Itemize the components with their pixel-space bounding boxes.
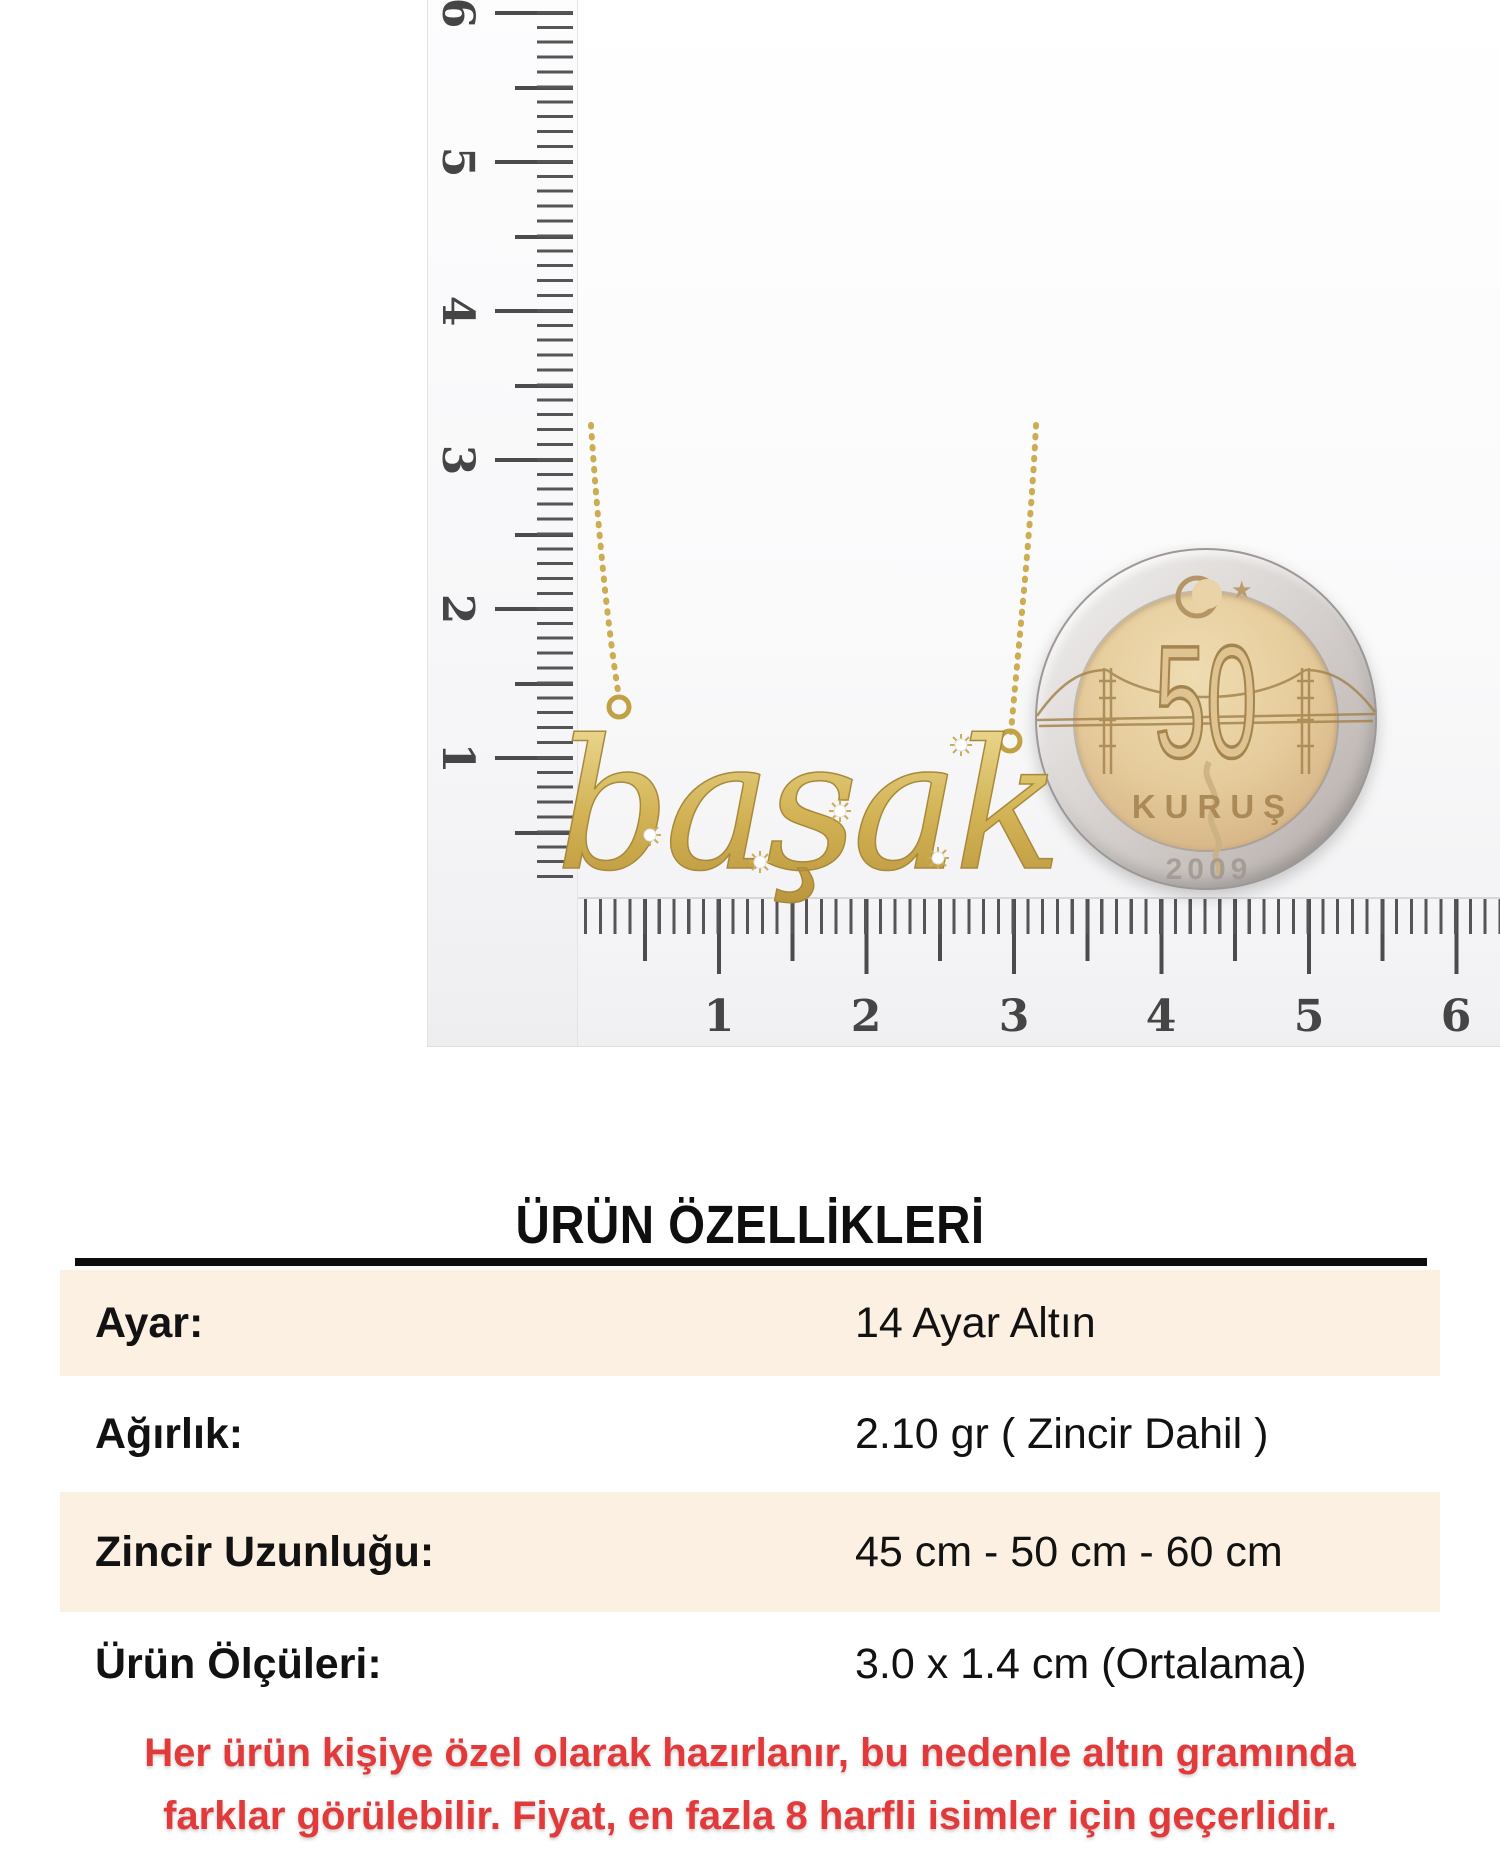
sparkle-icon — [949, 733, 973, 757]
sparkle-icon — [828, 799, 852, 823]
horizontal-ruler-number: 2 — [850, 991, 882, 1042]
title-divider — [75, 1258, 1427, 1266]
chain-left — [588, 422, 622, 700]
sparkle-icon — [748, 850, 772, 874]
custom-product-note: Her ürün kişiye özel olarak hazırlanır, … — [0, 1722, 1500, 1848]
coin-50-kurus: ★ 50 KURUŞ 2009 — [1035, 548, 1377, 890]
coin-engravings: ★ 50 KURUŞ 2009 — [1035, 575, 1376, 886]
horizontal-ruler-number: 1 — [703, 991, 735, 1042]
coin-year: 2009 — [1166, 853, 1253, 886]
chain-ring-right — [997, 728, 1023, 754]
horizontal-ruler-number: 5 — [1293, 991, 1325, 1042]
horizontal-ruler-mm-ticks — [584, 899, 1500, 934]
chain-right — [1008, 422, 1039, 735]
spec-row-agirlik: Ağırlık: 2.10 gr ( Zincir Dahil ) — [60, 1376, 1440, 1492]
horizontal-ruler-number: 6 — [1440, 991, 1472, 1042]
spec-value: 45 cm - 50 cm - 60 cm — [855, 1527, 1283, 1576]
note-line: Her ürün kişiye özel olarak hazırlanır, … — [144, 1731, 1356, 1775]
horizontal-ruler: 1 2 3 4 5 6 — [578, 897, 1500, 1046]
crescent-star-icon: ★ — [1175, 575, 1253, 619]
pendant-name-text: başak — [555, 702, 1056, 911]
sparkle-icon — [638, 823, 662, 847]
spec-label: Zincir Uzunluğu: — [95, 1527, 435, 1576]
spec-value: 14 Ayar Altın — [855, 1298, 1096, 1347]
spec-label: Ayar: — [95, 1298, 204, 1347]
chain-ring-left — [606, 694, 632, 720]
spec-value: 2.10 gr ( Zincir Dahil ) — [855, 1409, 1269, 1458]
horizontal-ruler-number: 3 — [998, 991, 1030, 1042]
spec-row-zincir-uzunlugu: Zincir Uzunluğu: 45 cm - 50 cm - 60 cm — [60, 1492, 1440, 1612]
spec-row-urun-olculeri: Ürün Ölçüleri: 3.0 x 1.4 cm (Ortalama) — [60, 1612, 1440, 1716]
spec-row-ayar: Ayar: 14 Ayar Altın — [60, 1270, 1440, 1376]
note-line: farklar görülebilir. Fiyat, en fazla 8 h… — [163, 1794, 1337, 1838]
sparkle-icon — [926, 846, 950, 870]
product-photo: 6 5 4 3 2 1 1 2 3 4 5 6 — [427, 0, 1500, 1047]
svg-text:★: ★ — [1231, 577, 1253, 604]
horizontal-ruler-number: 4 — [1145, 991, 1177, 1042]
spec-label: Ürün Ölçüleri: — [95, 1639, 382, 1688]
vertical-ruler-mm-ticks — [537, 0, 573, 886]
specs-title: ÜRÜN ÖZELLİKLERİ — [515, 1195, 985, 1255]
bridge-icon — [1035, 668, 1376, 774]
necklace: başak — [555, 422, 1063, 912]
coin-value: 50 — [1154, 613, 1257, 792]
spec-label: Ağırlık: — [95, 1409, 244, 1458]
vertical-ruler: 6 5 4 3 2 1 — [428, 0, 578, 1046]
spec-value: 3.0 x 1.4 cm (Ortalama) — [855, 1639, 1307, 1688]
strait-line — [1203, 760, 1223, 876]
coin-currency: KURUŞ — [1132, 788, 1294, 825]
